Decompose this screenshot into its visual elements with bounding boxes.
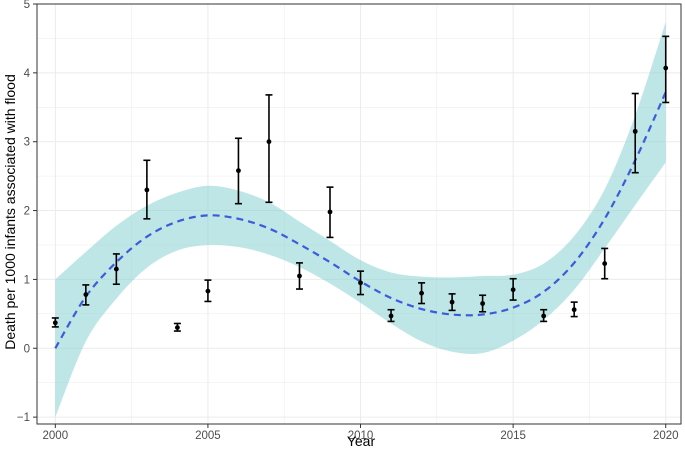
data-point (632, 128, 638, 134)
x-tick-label: 2005 (195, 430, 221, 442)
observation (82, 284, 90, 306)
observation (570, 301, 578, 318)
observation (173, 322, 181, 332)
y-tick-label: 0 (24, 343, 30, 355)
data-point (327, 209, 333, 215)
data-point (205, 288, 211, 294)
data-point (663, 65, 669, 71)
y-axis: −1 0 1 2 3 4 5 (17, 0, 37, 424)
observation (662, 35, 670, 104)
observation (234, 137, 242, 205)
observation (357, 270, 365, 296)
data-point (236, 168, 241, 174)
x-tick-label: 2020 (653, 430, 679, 442)
y-axis-title: Death per 1000 infants associated with f… (2, 74, 18, 350)
y-tick-label: 1 (24, 274, 30, 286)
observation (631, 92, 639, 174)
y-tick-label: 2 (24, 206, 30, 218)
x-axis-title: Year (347, 433, 376, 449)
data-point (144, 187, 150, 193)
observation (265, 94, 273, 204)
x-tick-label: 2000 (43, 430, 69, 442)
panel-border (36, 3, 682, 425)
data-point (510, 287, 516, 293)
fit-line (54, 91, 667, 349)
observations (51, 35, 670, 332)
observation (326, 186, 334, 239)
data-point (83, 292, 89, 297)
x-tick-label: 2010 (348, 430, 374, 442)
observation (51, 317, 59, 328)
observation (479, 294, 487, 313)
observation (204, 279, 212, 303)
data-point (571, 307, 577, 313)
observation (540, 308, 548, 323)
observation (143, 159, 151, 220)
observation (509, 277, 517, 301)
observation (112, 253, 120, 286)
data-point (541, 313, 547, 319)
y-tick-label: −1 (17, 412, 30, 424)
y-tick-label: 3 (24, 137, 30, 149)
data-point (419, 290, 424, 296)
data-point (113, 266, 119, 272)
observation (387, 308, 395, 323)
confidence-band (55, 21, 666, 418)
data-point (52, 320, 58, 326)
data-point (480, 301, 486, 306)
data-point (266, 139, 272, 145)
x-tick-label: 2015 (500, 430, 526, 442)
x-axis: 2000 2005 2010 2015 2020 (43, 424, 679, 442)
y-tick-label: 5 (24, 0, 30, 11)
data-point (174, 325, 180, 331)
observation (448, 293, 456, 312)
data-point (388, 313, 394, 319)
observation (295, 262, 303, 290)
data-point (358, 280, 363, 286)
data-point (449, 299, 455, 305)
data-point (602, 261, 608, 266)
y-tick-label: 4 (24, 68, 31, 80)
observation (601, 247, 609, 280)
observation (418, 282, 426, 305)
data-point (297, 273, 302, 279)
